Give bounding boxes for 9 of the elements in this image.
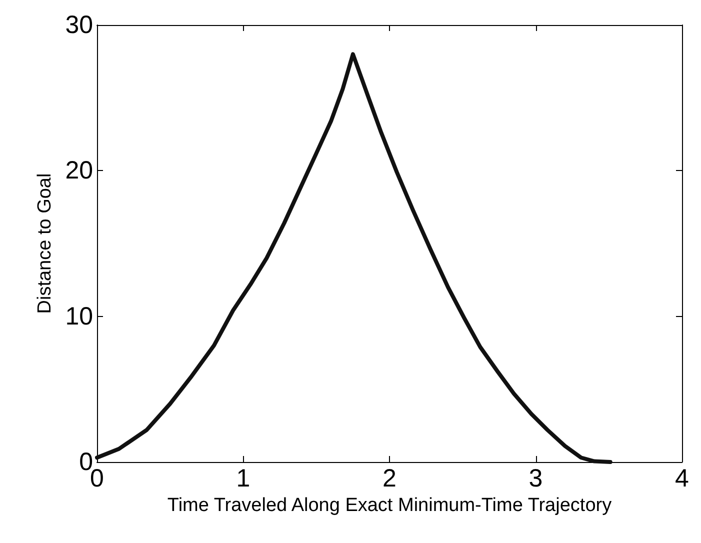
x-tick-label: 2 [382, 464, 396, 492]
y-axis-title: Distance to Goal [34, 173, 56, 314]
y-tick-label: 20 [65, 156, 93, 185]
x-tick-label: 4 [675, 464, 690, 492]
x-tick-label: 1 [236, 464, 250, 492]
y-tick-label: 30 [65, 11, 93, 39]
x-axis-title: Time Traveled Along Exact Minimum-Time Trajectory [167, 494, 612, 516]
y-tick-label: 10 [65, 302, 93, 330]
x-tick-label: 3 [528, 464, 543, 492]
